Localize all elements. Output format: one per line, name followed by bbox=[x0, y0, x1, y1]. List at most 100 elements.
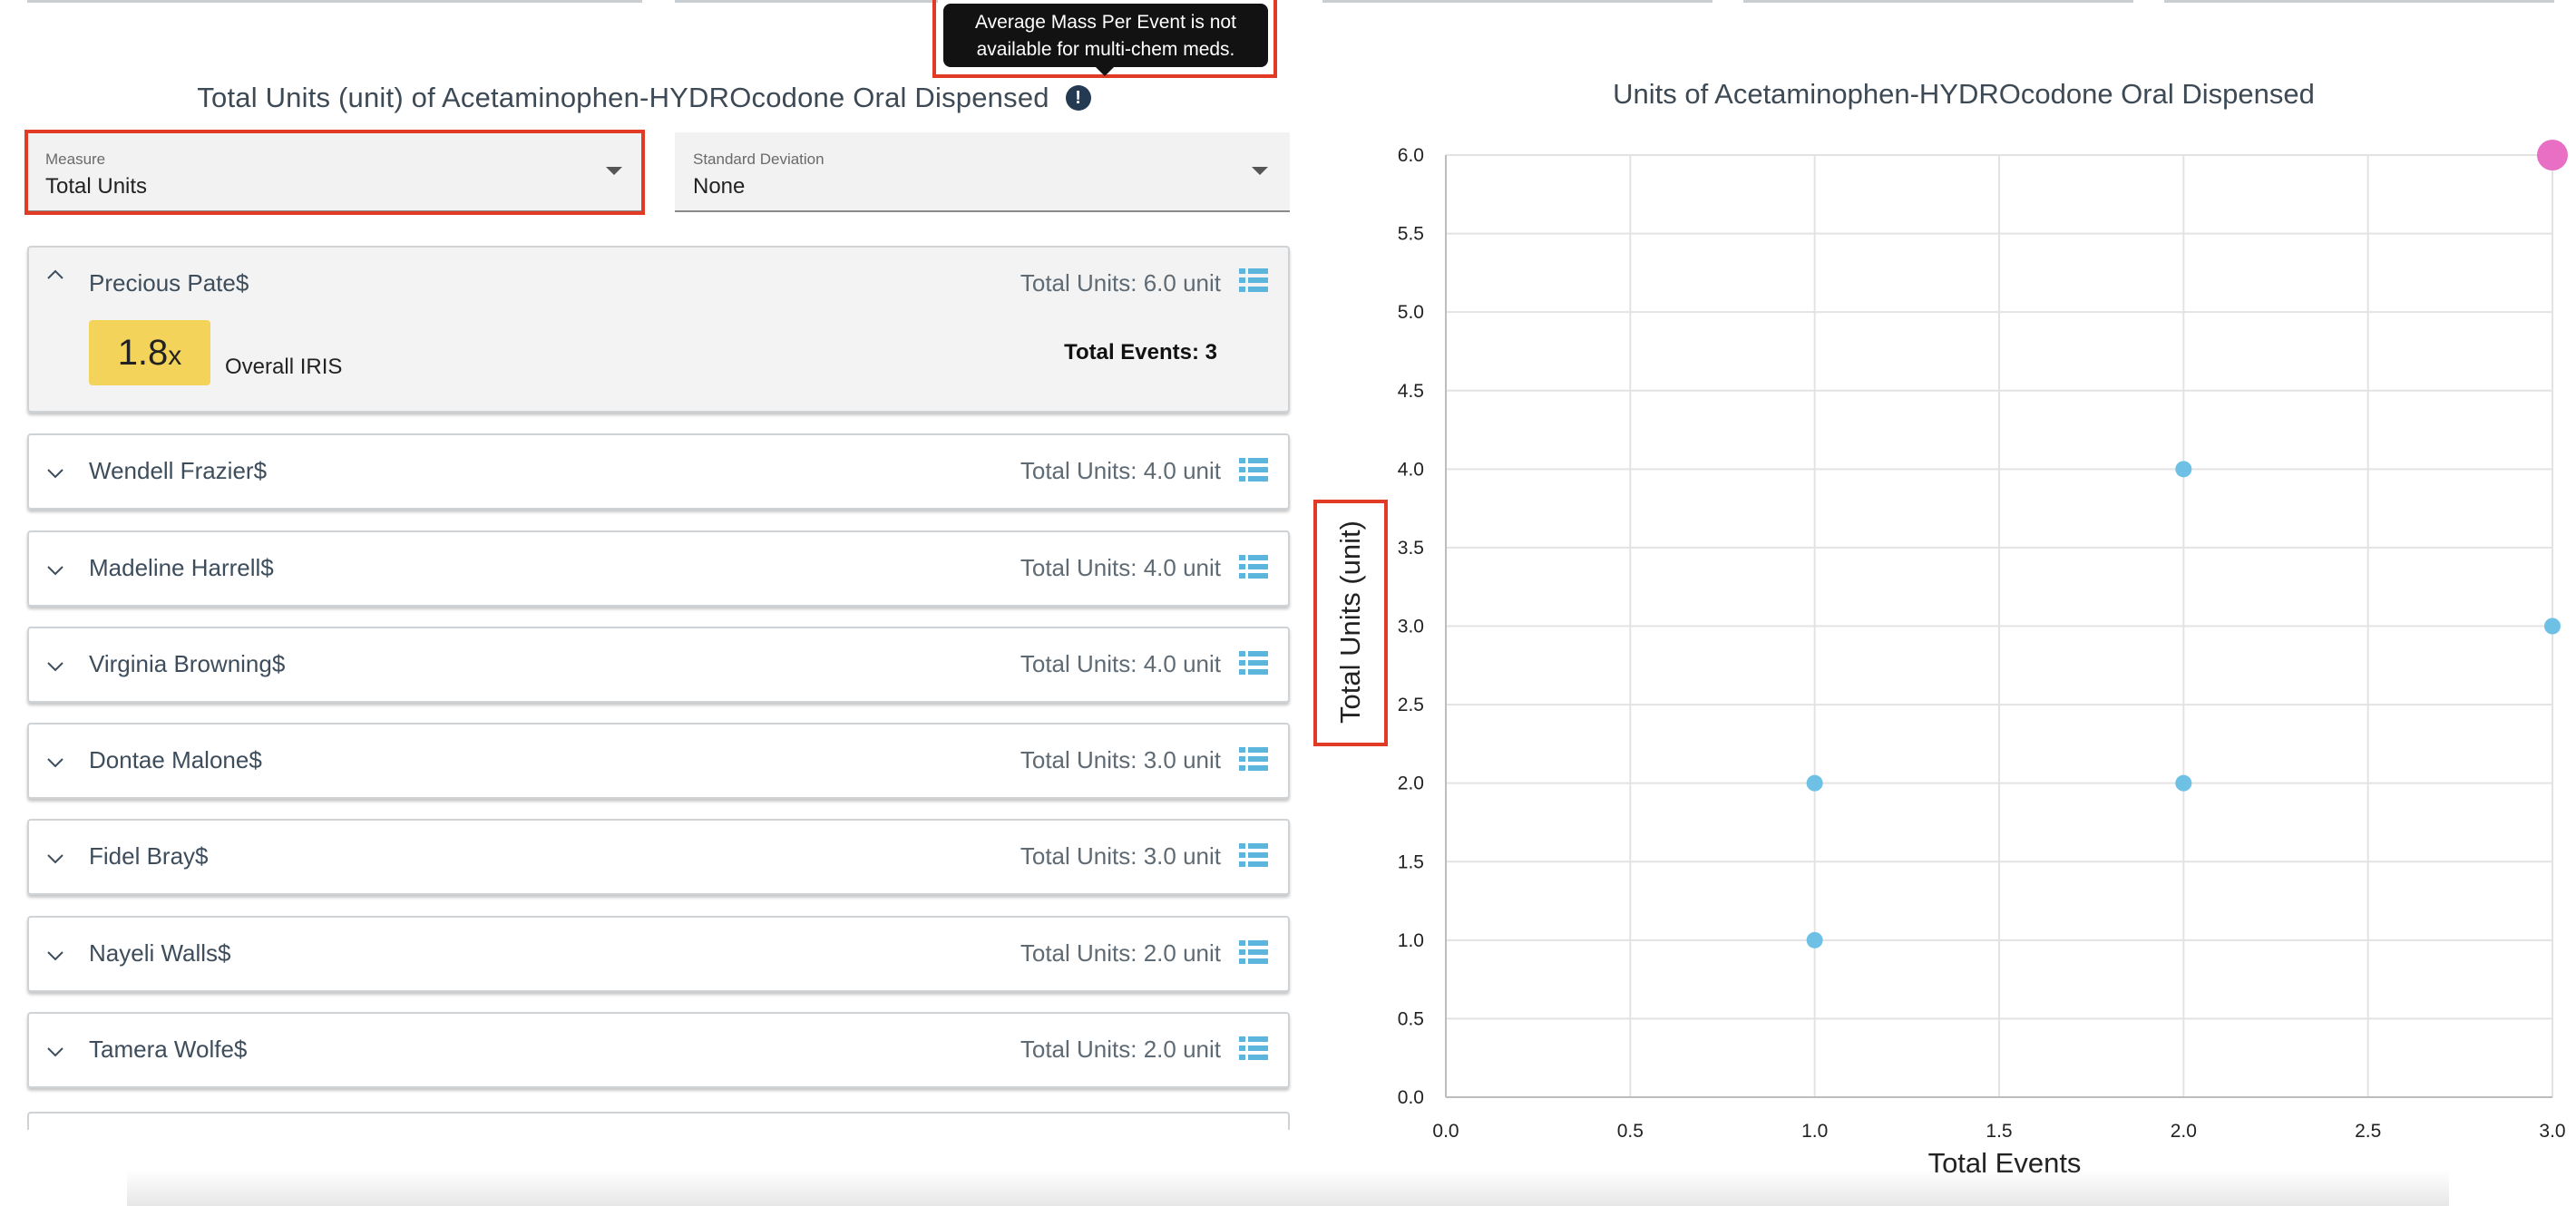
y-tick-label: 0.0 bbox=[1398, 1087, 1424, 1108]
x-tick-label: 0.5 bbox=[1617, 1121, 1644, 1142]
chevron-up-icon[interactable] bbox=[47, 269, 63, 284]
std-dev-select[interactable]: Standard Deviation None bbox=[675, 132, 1290, 212]
ylabel-highlight-frame bbox=[1313, 500, 1388, 746]
prescriber-name: Fidel Bray$ bbox=[89, 842, 209, 870]
prescriber-name: Virginia Browning$ bbox=[89, 650, 286, 677]
tooltip-line: available for multi-chem meds. bbox=[976, 39, 1235, 60]
data-point bbox=[2175, 461, 2192, 478]
y-tick-label: 5.0 bbox=[1398, 302, 1424, 323]
list-item[interactable]: Madeline Harrell$ Total Units: 4.0 unit bbox=[27, 530, 1290, 607]
tooltip-line: Average Mass Per Event is not bbox=[975, 12, 1236, 33]
y-tick-label: 3.0 bbox=[1398, 617, 1424, 637]
data-point bbox=[2175, 774, 2192, 792]
measure-highlight-frame bbox=[24, 130, 645, 215]
y-tick-label: 6.0 bbox=[1398, 145, 1424, 166]
total-units: Total Units: 2.0 unit bbox=[1020, 1036, 1221, 1063]
total-units: Total Units: 2.0 unit bbox=[1020, 939, 1221, 967]
list-icon[interactable] bbox=[1239, 746, 1268, 772]
tooltip-arrow bbox=[1096, 67, 1114, 76]
list-icon[interactable] bbox=[1239, 554, 1268, 579]
total-units: Total Units: 4.0 unit bbox=[1020, 650, 1221, 677]
dropdown-caret-icon bbox=[606, 167, 622, 175]
x-tick-label: 1.0 bbox=[1801, 1121, 1828, 1142]
iris-badge: 1.8x bbox=[89, 320, 210, 385]
y-axis-label: Total Units (unit) bbox=[1334, 520, 1366, 724]
top-divider bbox=[1322, 0, 1712, 3]
y-tick-label: 2.5 bbox=[1398, 695, 1424, 715]
footer-shadow bbox=[127, 1170, 2449, 1206]
total-units: Total Units: 4.0 unit bbox=[1020, 457, 1221, 484]
x-tick-label: 0.0 bbox=[1432, 1121, 1459, 1142]
prescriber-name: Nayeli Walls$ bbox=[89, 939, 231, 967]
list-icon[interactable] bbox=[1239, 939, 1268, 965]
dropdown-caret-icon bbox=[1252, 167, 1268, 175]
data-point bbox=[2544, 618, 2561, 635]
list-item[interactable]: Nayeli Walls$ Total Units: 2.0 unit bbox=[27, 916, 1290, 992]
top-divider bbox=[675, 0, 938, 3]
chevron-down-icon[interactable] bbox=[47, 661, 63, 676]
std-dev-select-label: Standard Deviation bbox=[693, 151, 825, 168]
prescriber-name: Tamera Wolfe$ bbox=[89, 1036, 248, 1063]
highlighted-data-point bbox=[2537, 140, 2568, 170]
chevron-down-icon[interactable] bbox=[47, 468, 63, 482]
list-item[interactable]: Dontae Malone$ Total Units: 3.0 unit bbox=[27, 723, 1290, 799]
chart-grid bbox=[1445, 154, 2553, 1098]
list-icon[interactable] bbox=[1239, 650, 1268, 676]
list-item[interactable]: Wendell Frazier$ Total Units: 4.0 unit bbox=[27, 433, 1290, 510]
total-units: Total Units: 4.0 unit bbox=[1020, 554, 1221, 581]
top-divider bbox=[2164, 0, 2554, 3]
x-tick-label: 3.0 bbox=[2539, 1121, 2565, 1142]
list-item[interactable]: Tamera Wolfe$ Total Units: 2.0 unit bbox=[27, 1012, 1290, 1088]
y-tick-label: 5.5 bbox=[1398, 224, 1424, 245]
measure-select-label: Measure bbox=[45, 151, 106, 168]
top-divider bbox=[1743, 0, 2133, 3]
y-tick-label: 4.0 bbox=[1398, 459, 1424, 480]
y-tick-label: 3.5 bbox=[1398, 538, 1424, 559]
prescriber-name: Wendell Frazier$ bbox=[89, 457, 268, 484]
prescriber-name: Precious Pate$ bbox=[89, 269, 249, 297]
y-tick-label: 4.5 bbox=[1398, 381, 1424, 402]
x-tick-label: 1.5 bbox=[1986, 1121, 2012, 1142]
list-item[interactable]: Virginia Browning$ Total Units: 4.0 unit bbox=[27, 627, 1290, 703]
iris-suffix: x bbox=[168, 341, 182, 371]
prescriber-name: Madeline Harrell$ bbox=[89, 554, 274, 581]
data-point bbox=[1806, 774, 1823, 792]
total-units: Total Units: 3.0 unit bbox=[1020, 746, 1221, 773]
panel-title-text: Total Units (unit) of Acetaminophen-HYDR… bbox=[197, 81, 1049, 113]
y-tick-label: 2.0 bbox=[1398, 773, 1424, 794]
chart-ticks: 0.0 0.5 1.0 1.5 2.0 2.5 3.0 3.5 4.0 4.5 5.0 5.5 6.0 0… bbox=[1398, 145, 2566, 1142]
chart-points bbox=[1806, 140, 2568, 948]
list-icon[interactable] bbox=[1239, 842, 1268, 868]
chevron-down-icon[interactable] bbox=[47, 853, 63, 868]
list-item-expanded[interactable]: Precious Pate$ Total Units: 6.0 unit 1.8… bbox=[27, 246, 1290, 413]
top-divider bbox=[27, 0, 642, 3]
total-units: Total Units: 3.0 unit bbox=[1020, 842, 1221, 870]
list-item-partial[interactable] bbox=[27, 1112, 1290, 1130]
info-tooltip: Average Mass Per Event is not available … bbox=[943, 4, 1268, 67]
y-tick-label: 1.5 bbox=[1398, 851, 1424, 872]
chevron-down-icon[interactable] bbox=[47, 1046, 63, 1061]
measure-select-value: Total Units bbox=[45, 174, 148, 199]
total-events: Total Events: 3 bbox=[1064, 340, 1217, 365]
chevron-down-icon[interactable] bbox=[47, 950, 63, 965]
chevron-down-icon[interactable] bbox=[47, 565, 63, 579]
list-icon[interactable] bbox=[1239, 1036, 1268, 1061]
chart-title: Units of Acetaminophen-HYDROcodone Oral … bbox=[1613, 78, 2315, 110]
y-tick-label: 1.0 bbox=[1398, 930, 1424, 951]
panel-title: Total Units (unit) of Acetaminophen-HYDR… bbox=[0, 80, 1288, 114]
iris-label: Overall IRIS bbox=[225, 355, 343, 379]
total-units: Total Units: 6.0 unit bbox=[1020, 269, 1221, 297]
chevron-down-icon[interactable] bbox=[47, 757, 63, 772]
list-item[interactable]: Fidel Bray$ Total Units: 3.0 unit bbox=[27, 819, 1290, 895]
list-icon[interactable] bbox=[1239, 457, 1268, 482]
tooltip-highlight-frame bbox=[932, 0, 1277, 78]
prescriber-name: Dontae Malone$ bbox=[89, 746, 262, 773]
list-icon[interactable] bbox=[1239, 267, 1268, 293]
std-dev-select-value: None bbox=[693, 174, 746, 199]
info-icon[interactable]: ! bbox=[1065, 84, 1091, 111]
data-point bbox=[1806, 931, 1823, 948]
measure-select[interactable]: Measure Total Units bbox=[27, 132, 644, 212]
x-tick-label: 2.5 bbox=[2355, 1121, 2381, 1142]
y-tick-label: 0.5 bbox=[1398, 1008, 1424, 1029]
